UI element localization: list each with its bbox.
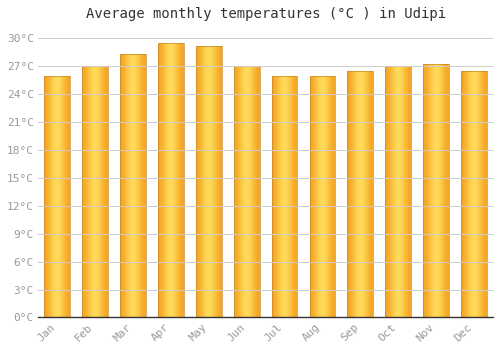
Bar	[386, 66, 411, 317]
Bar	[120, 54, 146, 317]
Bar	[348, 71, 374, 317]
Bar	[234, 66, 260, 317]
Bar	[424, 64, 449, 317]
Title: Average monthly temperatures (°C ) in Udipi: Average monthly temperatures (°C ) in Ud…	[86, 7, 446, 21]
Bar	[44, 76, 70, 317]
Bar	[158, 43, 184, 317]
Bar	[196, 46, 222, 317]
Bar	[82, 66, 108, 317]
Bar	[461, 71, 487, 317]
Bar	[272, 76, 297, 317]
Bar	[310, 76, 336, 317]
